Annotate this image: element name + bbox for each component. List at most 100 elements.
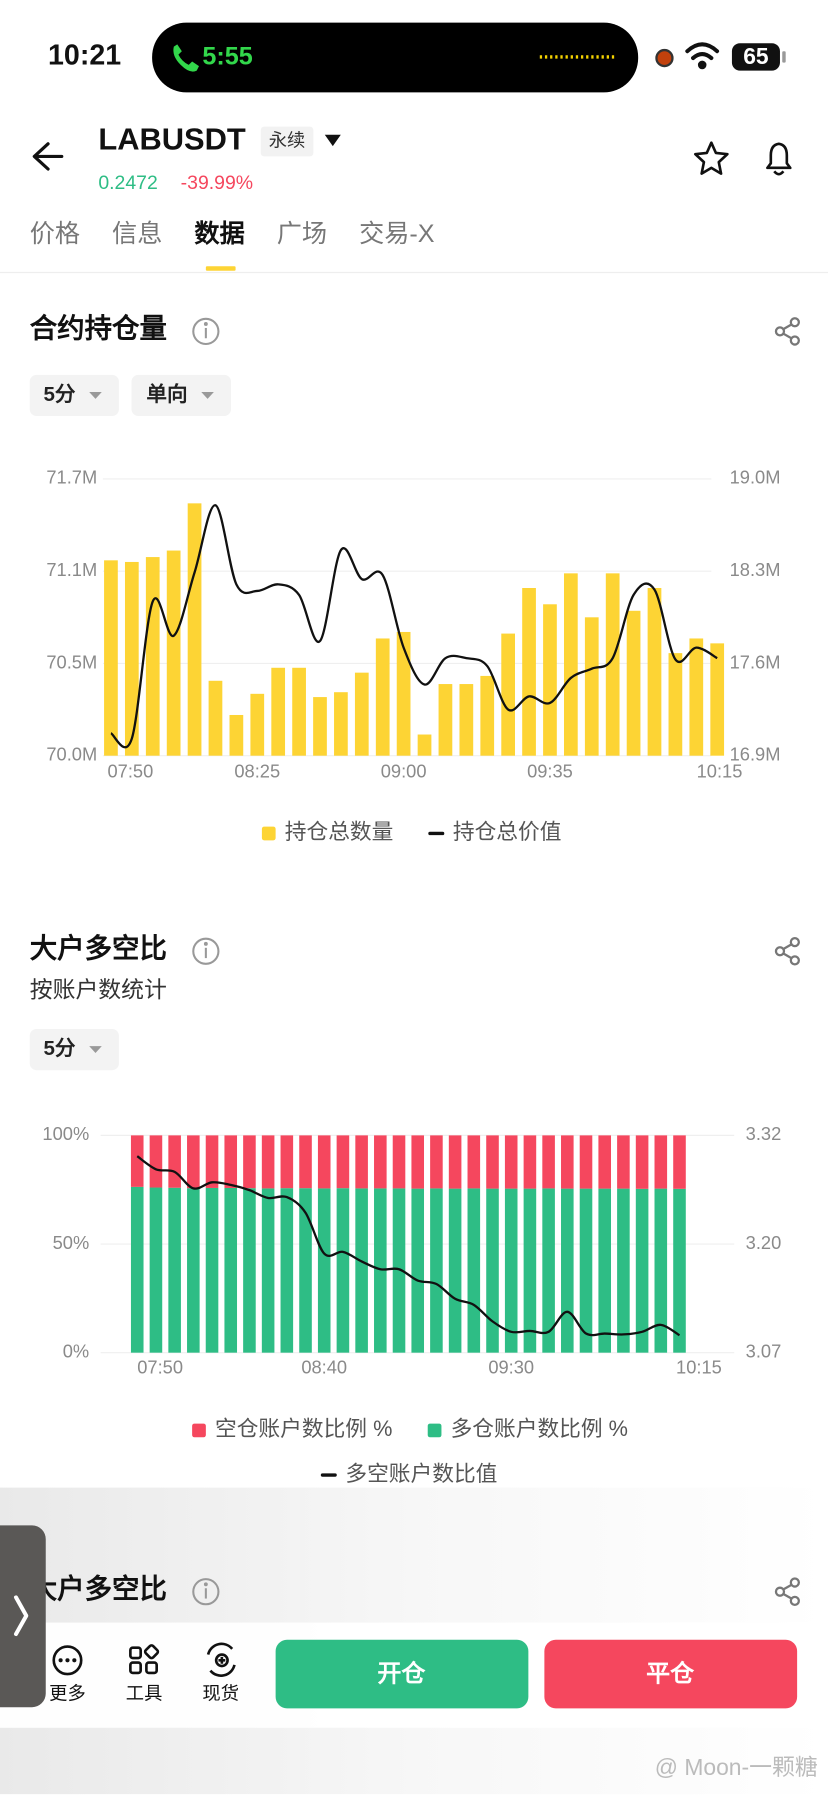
- bar: [168, 1187, 181, 1353]
- bar: [564, 573, 578, 756]
- share-button[interactable]: [774, 1577, 800, 1606]
- action-label[interactable]: 现货: [202, 1682, 239, 1703]
- y2-tick-label: 3.07: [746, 1340, 782, 1361]
- section-subtitle: 按账户数统计: [30, 976, 167, 1002]
- bar: [480, 675, 495, 756]
- dropdown-arrow: [89, 392, 102, 399]
- info-icon[interactable]: [192, 1578, 220, 1606]
- contract-type: 永续: [269, 129, 306, 150]
- tab[interactable]: 广场: [277, 220, 327, 248]
- interval-select[interactable]: [29, 1029, 119, 1071]
- y2-tick-label: 16.9M: [730, 744, 781, 765]
- interval-select[interactable]: [29, 374, 119, 417]
- bar: [504, 1135, 518, 1189]
- x-tick-label: 08:25: [234, 761, 280, 782]
- share-button[interactable]: [774, 317, 800, 346]
- bar: [605, 573, 620, 756]
- bar: [523, 1135, 537, 1189]
- bar: [124, 561, 139, 756]
- legend-marker: [261, 826, 276, 841]
- y-tick-label: 70.5M: [46, 651, 97, 672]
- side-tab[interactable]: [0, 1525, 46, 1708]
- bar: [561, 1135, 574, 1189]
- tab-indicator: [205, 266, 236, 271]
- y-tick-label: 71.7M: [46, 467, 97, 488]
- section-title: 大户多空比: [30, 932, 167, 963]
- legend-label: 多仓账户数比例 %: [451, 1416, 628, 1441]
- bar: [654, 1188, 668, 1353]
- interval-label[interactable]: 5分: [43, 383, 75, 406]
- bar: [467, 1135, 481, 1189]
- spot-icon[interactable]: [206, 1642, 236, 1677]
- bar: [467, 1188, 481, 1353]
- x-tick-label: 09:30: [488, 1357, 534, 1378]
- bar: [448, 1135, 462, 1189]
- tab[interactable]: 交易-X: [359, 220, 435, 248]
- tab[interactable]: 信息: [112, 220, 162, 248]
- mode-select[interactable]: [131, 374, 232, 417]
- x-tick-label: 09:35: [527, 761, 573, 782]
- y2-tick-label: 18.3M: [730, 559, 781, 580]
- bar: [299, 1135, 312, 1189]
- bar: [673, 1188, 686, 1353]
- legend-marker: [427, 1423, 442, 1438]
- bar: [459, 684, 474, 756]
- bar: [654, 1135, 668, 1189]
- bar: [392, 1135, 406, 1189]
- bar: [710, 643, 725, 756]
- bar: [584, 617, 599, 756]
- bar: [280, 1135, 294, 1189]
- bar: [411, 1135, 425, 1189]
- info-icon[interactable]: [192, 317, 220, 346]
- bar: [224, 1187, 238, 1353]
- bar: [486, 1188, 499, 1353]
- bar: [205, 1135, 219, 1188]
- bar: [271, 667, 286, 756]
- bar: [187, 1135, 200, 1189]
- bar: [299, 1188, 312, 1353]
- x-tick-label: 07:50: [108, 761, 154, 782]
- symbol[interactable]: LABUSDT: [98, 122, 246, 157]
- bar: [626, 610, 641, 756]
- bar: [579, 1188, 593, 1353]
- x-tick-label: 07:50: [137, 1357, 183, 1378]
- bar: [504, 1188, 518, 1353]
- x-tick-label: 08:40: [301, 1357, 347, 1378]
- bar: [486, 1135, 499, 1189]
- share-button[interactable]: [774, 936, 800, 966]
- open-button[interactable]: [275, 1639, 529, 1709]
- bar: [579, 1135, 593, 1189]
- bar: [673, 1135, 686, 1189]
- bar: [292, 667, 306, 756]
- favorite-button[interactable]: [694, 141, 729, 175]
- info-icon[interactable]: [192, 937, 220, 965]
- bar: [668, 653, 683, 756]
- back-button[interactable]: [32, 142, 64, 171]
- close-button[interactable]: [544, 1639, 798, 1709]
- alert-button[interactable]: [766, 142, 792, 176]
- bar: [430, 1188, 443, 1353]
- side-tab-chevron: [14, 1595, 29, 1637]
- tools-icon[interactable]: [129, 1644, 160, 1675]
- bar: [375, 638, 390, 756]
- action-label[interactable]: 更多: [49, 1682, 86, 1703]
- bar: [374, 1135, 387, 1189]
- bar: [430, 1135, 443, 1189]
- action-label[interactable]: 工具: [126, 1682, 163, 1703]
- battery: [731, 43, 780, 71]
- interval-label[interactable]: 5分: [43, 1037, 75, 1060]
- price-change: -39.99%: [181, 172, 253, 194]
- watermark: @ Moon-一颗糖: [655, 1754, 818, 1780]
- more-icon[interactable]: [52, 1645, 83, 1676]
- symbol-dropdown[interactable]: [324, 134, 341, 147]
- bar: [598, 1188, 611, 1353]
- bar: [635, 1188, 649, 1353]
- open-label[interactable]: 开仓: [377, 1660, 426, 1688]
- mode-label[interactable]: 单向: [146, 382, 187, 406]
- tab[interactable]: 价格: [30, 220, 80, 248]
- close-label[interactable]: 平仓: [646, 1660, 695, 1688]
- tab-active[interactable]: 数据: [194, 220, 244, 248]
- bar: [542, 1188, 555, 1353]
- x-tick-label: 09:00: [381, 761, 427, 782]
